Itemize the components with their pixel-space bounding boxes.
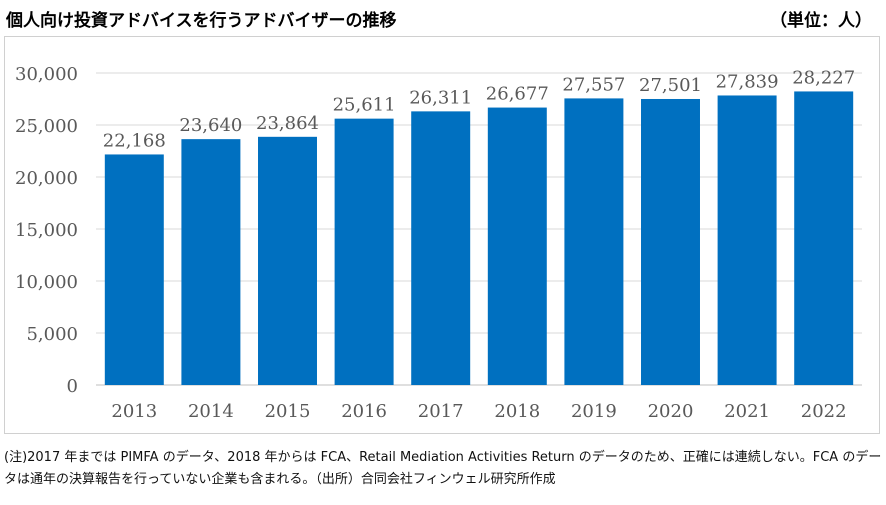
x-tick-label: 2015 bbox=[265, 401, 311, 422]
bar-2021 bbox=[717, 95, 777, 386]
x-tick-label: 2019 bbox=[571, 401, 617, 422]
bar-2017 bbox=[411, 111, 471, 385]
bar-chart: 22,168 23,640 23,864 25,611 26,311 26,677 27,5… bbox=[15, 64, 862, 422]
bar-2015 bbox=[258, 136, 317, 385]
bar-2022 bbox=[794, 91, 854, 385]
data-label-2022: 28,227 bbox=[792, 67, 855, 88]
bar-2016 bbox=[334, 118, 394, 385]
x-tick-label: 2013 bbox=[111, 401, 157, 422]
unit-label: （単位：人） bbox=[770, 11, 872, 31]
y-tick-label: 5,000 bbox=[26, 324, 78, 345]
data-label-2017: 26,311 bbox=[409, 87, 472, 108]
footnote: (注)2017 年までは PIMFA のデータ、2018 年からは FCA、Re… bbox=[4, 450, 882, 487]
x-tick-label: 2014 bbox=[188, 401, 234, 422]
bar-2013 bbox=[104, 154, 164, 385]
bar-2020 bbox=[641, 98, 700, 386]
x-tick-label: 2020 bbox=[648, 401, 694, 422]
chart-frame bbox=[4, 36, 880, 434]
x-tick-label: 2021 bbox=[724, 401, 770, 422]
chart-title: 個人向け投資アドバイスを行うアドバイザーの推移 bbox=[6, 11, 397, 31]
data-label-2013: 22,168 bbox=[103, 130, 166, 151]
y-tick-label: 25,000 bbox=[15, 116, 78, 137]
bar-2019 bbox=[564, 98, 624, 386]
data-label-2021: 27,839 bbox=[716, 71, 779, 92]
data-label-2019: 27,557 bbox=[562, 74, 625, 95]
data-label-2020: 27,501 bbox=[639, 75, 702, 96]
data-label-2015: 23,864 bbox=[256, 113, 319, 134]
y-tick-label: 30,000 bbox=[15, 64, 78, 85]
x-tick-label: 2016 bbox=[341, 401, 387, 422]
y-tick-label: 0 bbox=[67, 376, 78, 397]
x-tick-label: 2017 bbox=[418, 401, 464, 422]
data-label-2016: 25,611 bbox=[333, 95, 396, 116]
x-tick-label: 2018 bbox=[494, 401, 540, 422]
y-tick-label: 15,000 bbox=[15, 220, 78, 241]
data-label-2014: 23,640 bbox=[179, 115, 242, 136]
data-label-2018: 26,677 bbox=[486, 84, 549, 105]
x-tick-label: 2022 bbox=[801, 401, 847, 422]
y-tick-label: 20,000 bbox=[15, 168, 78, 189]
bar-2014 bbox=[181, 139, 241, 385]
bar-2018 bbox=[487, 107, 547, 385]
y-tick-label: 10,000 bbox=[15, 272, 78, 293]
